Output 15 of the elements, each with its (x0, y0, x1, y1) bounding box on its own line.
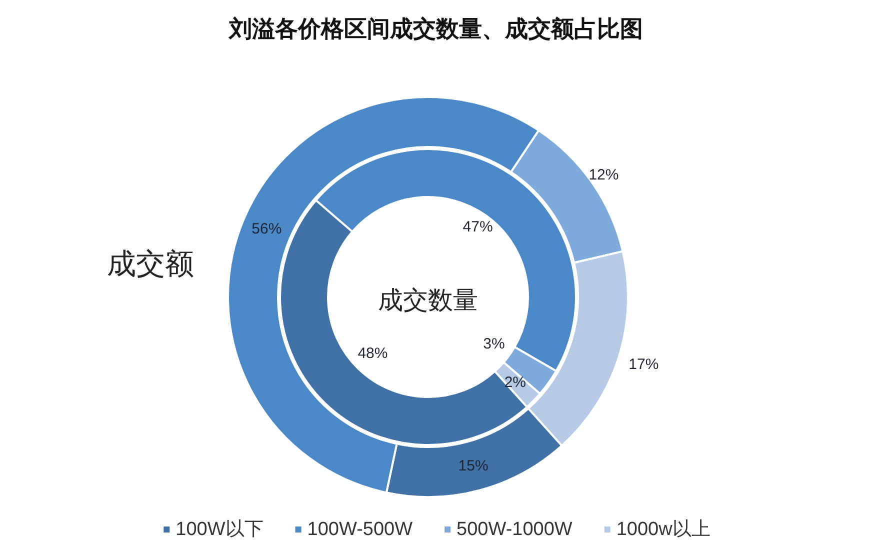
data-label: 17% (628, 356, 659, 374)
legend-label: 1000w以上 (616, 519, 710, 540)
legend-label: 100W-500W (307, 519, 413, 540)
data-label: 2% (504, 374, 526, 391)
legend-label: 100W以下 (176, 519, 264, 540)
slice-label: 成交数量 (378, 286, 478, 314)
data-label: 48% (358, 344, 388, 362)
data-label: 3% (483, 335, 505, 352)
chart-title: 刘溢各价格区间成交数量、成交额占比图 (228, 16, 643, 42)
data-label: 56% (252, 220, 282, 238)
data-label: 12% (588, 166, 619, 184)
legend-label: 500W-1000W (456, 519, 572, 540)
data-label: 47% (462, 218, 493, 236)
data-label: 15% (458, 458, 488, 475)
slice-label: 成交额 (107, 248, 194, 280)
